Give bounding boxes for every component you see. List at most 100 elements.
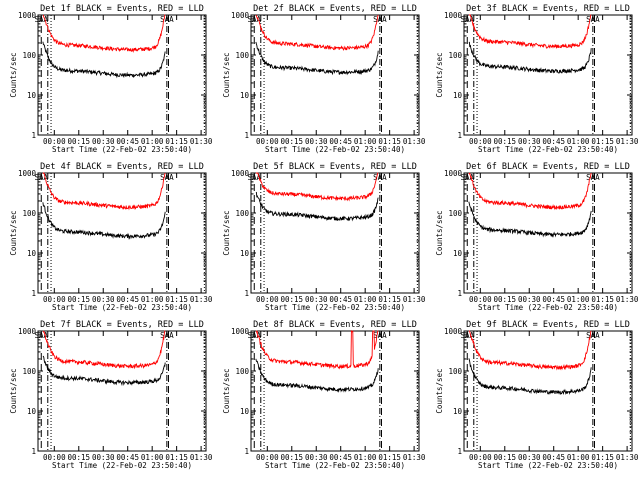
x-tick-label: 00:30: [92, 295, 115, 304]
x-tick-label: 00:15: [280, 137, 303, 146]
y-axis-label: Counts/sec: [9, 368, 18, 413]
y-tick-label: 1: [457, 289, 462, 298]
y-tick-label: 1000: [231, 11, 250, 20]
y-tick-label: 1000: [18, 11, 37, 20]
x-tick-label: 01:00: [567, 137, 590, 146]
panel-title: Det 3f BLACK = Events, RED = LLD: [466, 4, 630, 14]
x-tick-label: 01:00: [354, 137, 377, 146]
panel-title: Det 6f BLACK = Events, RED = LLD: [466, 162, 630, 172]
panel-6f: Det 6f BLACK = Events, RED = LLD 1 10 100 10…: [435, 162, 639, 312]
panel-title: Det 5f BLACK = Events, RED = LLD: [253, 162, 417, 172]
y-tick-label: 10: [240, 407, 250, 416]
y-tick-label: 10: [240, 249, 250, 258]
x-tick-label: 00:30: [305, 137, 328, 146]
events-series-line: [468, 358, 592, 395]
x-tick-label: 00:00: [256, 295, 279, 304]
x-tick-label: 01:15: [378, 137, 401, 146]
events-series-line: [255, 41, 379, 76]
y-axis-label: Counts/sec: [9, 52, 18, 97]
y-tick-label: 10: [27, 249, 37, 258]
y-axis-label: Counts/sec: [222, 210, 231, 255]
panel-title: Det 7f BLACK = Events, RED = LLD: [40, 320, 204, 330]
events-series-line: [468, 41, 592, 74]
lld-series-line: [468, 172, 592, 211]
y-tick-label: 100: [22, 367, 36, 376]
x-tick-label: 00:15: [67, 295, 90, 304]
saa-label: SAA: [160, 173, 174, 182]
y-axis-label: Counts/sec: [222, 52, 231, 97]
lld-series-line: [255, 172, 379, 202]
y-tick-label: 100: [235, 209, 249, 218]
x-tick-label: 00:00: [256, 137, 279, 146]
x-tick-label: 00:30: [305, 295, 328, 304]
events-series-line: [468, 201, 592, 238]
events-series-line: [42, 41, 166, 79]
saa-label: SAA: [34, 331, 48, 340]
y-tick-label: 1: [31, 447, 36, 456]
panel-2f: Det 2f BLACK = Events, RED = LLD 1 10 100 10…: [222, 4, 426, 154]
saa-label: SAA: [460, 15, 474, 24]
y-axis-label: Counts/sec: [435, 368, 444, 413]
x-tick-label: 00:00: [469, 453, 492, 462]
panel-title: Det 8f BLACK = Events, RED = LLD: [253, 320, 417, 330]
x-axis-label: Start Time (22-Feb-02 23:50:40): [265, 461, 405, 470]
x-tick-label: 01:15: [165, 137, 188, 146]
x-tick-label: 00:30: [305, 453, 328, 462]
y-axis-label: Counts/sec: [222, 368, 231, 413]
x-tick-label: 01:30: [190, 295, 213, 304]
x-tick-label: 00:30: [92, 137, 115, 146]
x-tick-label: 01:30: [616, 137, 639, 146]
x-tick-label: 01:30: [403, 137, 426, 146]
x-axis-label: Start Time (22-Feb-02 23:50:40): [52, 303, 192, 312]
lld-series-line: [468, 330, 592, 371]
y-tick-label: 1000: [444, 327, 463, 336]
panel-7f: Det 7f BLACK = Events, RED = LLD 1 10 100 10…: [9, 320, 213, 470]
panel-5f: Det 5f BLACK = Events, RED = LLD 1 10 100 10…: [222, 162, 426, 312]
x-tick-label: 01:15: [591, 295, 614, 304]
y-tick-label: 100: [448, 51, 462, 60]
saa-label: SAA: [247, 173, 261, 182]
panel-1f: Det 1f BLACK = Events, RED = LLD 1 10 100 10…: [9, 4, 213, 154]
y-tick-label: 100: [448, 209, 462, 218]
x-tick-label: 00:45: [329, 137, 352, 146]
x-tick-label: 01:00: [354, 453, 377, 462]
y-tick-label: 1: [31, 131, 36, 140]
saa-label: SAA: [34, 173, 48, 182]
panel-title: Det 4f BLACK = Events, RED = LLD: [40, 162, 204, 172]
y-tick-label: 10: [453, 91, 463, 100]
x-tick-label: 01:30: [616, 295, 639, 304]
y-tick-label: 1000: [444, 169, 463, 178]
x-tick-label: 00:15: [280, 295, 303, 304]
plot-frame: [463, 330, 633, 452]
saa-label: SAA: [460, 173, 474, 182]
x-tick-label: 00:45: [116, 295, 139, 304]
panel-8f: Det 8f BLACK = Events, RED = LLD 1 10 100 10…: [222, 320, 426, 470]
events-series-line: [255, 191, 379, 222]
x-tick-label: 00:45: [542, 295, 565, 304]
plot-frame: [250, 14, 420, 136]
saa-label: SAA: [373, 331, 387, 340]
x-tick-label: 00:45: [329, 295, 352, 304]
plot-frame: [250, 330, 420, 452]
plot-frame: [37, 14, 207, 136]
x-tick-label: 00:15: [493, 137, 516, 146]
saa-label: SAA: [160, 331, 174, 340]
x-tick-label: 01:15: [378, 295, 401, 304]
events-series-line: [42, 202, 166, 240]
x-tick-label: 00:30: [518, 137, 541, 146]
x-axis-label: Start Time (22-Feb-02 23:50:40): [265, 145, 405, 154]
plot-frame: [37, 172, 207, 294]
y-axis-label: Counts/sec: [9, 210, 18, 255]
y-tick-label: 10: [453, 249, 463, 258]
y-tick-label: 1: [457, 447, 462, 456]
lld-series-line: [42, 330, 166, 370]
x-tick-label: 01:30: [403, 295, 426, 304]
panel-3f: Det 3f BLACK = Events, RED = LLD 1 10 100 10…: [435, 4, 639, 154]
x-axis-label: Start Time (22-Feb-02 23:50:40): [478, 303, 618, 312]
y-tick-label: 100: [235, 51, 249, 60]
x-tick-label: 00:30: [92, 453, 115, 462]
y-tick-label: 100: [235, 367, 249, 376]
x-tick-label: 00:00: [469, 137, 492, 146]
plot-frame: [463, 14, 633, 136]
